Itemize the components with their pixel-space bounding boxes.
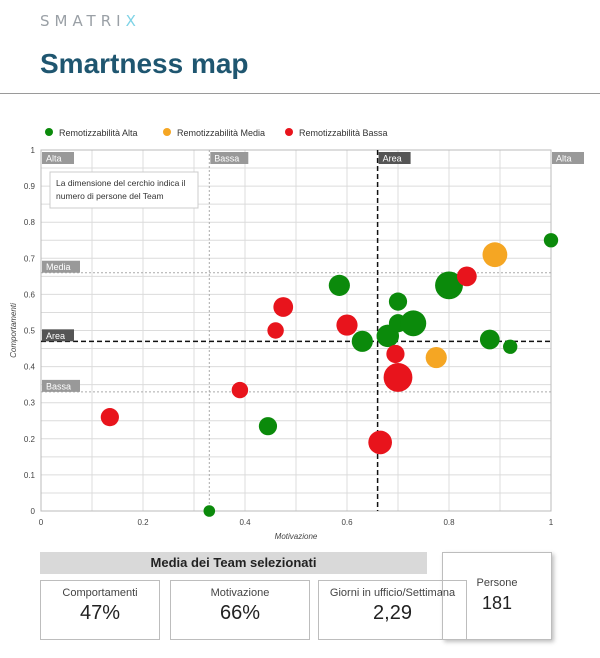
region-label-bassa-left-bg: [42, 379, 80, 392]
x-tick-label: 0.8: [443, 518, 455, 527]
region-label-bassa-left: Bassa: [46, 381, 71, 391]
data-point: [425, 346, 447, 369]
title-divider: [0, 93, 600, 94]
persone-card: Persone 181: [442, 552, 552, 640]
region-label-bassa-top: Bassa: [214, 154, 239, 164]
brand-logo: SMATRIX: [40, 12, 141, 30]
x-tick-label: 0.2: [137, 518, 149, 527]
data-point: [543, 233, 559, 248]
y-tick-label: 0.4: [24, 363, 36, 372]
team-summary-panel: Media dei Team selezionati Comportamenti…: [40, 552, 467, 640]
comportamenti-value: 47%: [79, 602, 121, 624]
summary-title: Media dei Team selezionati: [40, 552, 427, 574]
legend-label: Remotizzabilità Media: [177, 128, 265, 138]
data-point: [328, 274, 350, 296]
x-tick-label: 1: [549, 518, 554, 527]
region-label-bassa-top-bg: [210, 152, 249, 164]
y-tick-label: 0.2: [24, 435, 36, 444]
data-point: [482, 242, 508, 268]
data-point: [336, 314, 358, 336]
legend-marker: [45, 128, 53, 136]
persone-value: 181: [481, 593, 513, 613]
data-point: [368, 430, 392, 455]
note-line-2: numero di persone del Team: [56, 191, 164, 201]
y-tick-label: 0.5: [24, 327, 36, 336]
region-label-area-top-bg: [378, 152, 411, 164]
data-point: [267, 322, 284, 339]
comportamenti-card: Comportamenti 47%: [40, 580, 160, 640]
plot-frame: [40, 149, 552, 512]
x-tick-label: 0.4: [239, 518, 251, 527]
data-point: [386, 344, 405, 364]
data-point: [400, 310, 427, 337]
smartness-scatter-chart: Remotizzabilità Alta Remotizzabilità Medi…: [9, 128, 584, 540]
region-label-media: Media: [46, 262, 71, 272]
region-label-area-top: Area: [383, 154, 402, 164]
y-tick-label: 0: [31, 507, 36, 516]
data-point: [231, 381, 249, 399]
x-tick-label: 0.6: [341, 518, 353, 527]
comportamenti-label: Comportamenti: [62, 587, 138, 599]
region-label-area-left: Area: [46, 331, 65, 341]
data-point: [273, 297, 294, 317]
y-tick-label: 0.6: [24, 290, 36, 299]
x-axis-title: Motivazione: [275, 532, 318, 540]
data-point: [258, 417, 278, 436]
note-box: [49, 171, 199, 209]
region-label-media-bg: [42, 260, 80, 273]
data-point: [351, 330, 373, 352]
y-tick-label: 0.9: [24, 182, 36, 191]
data-point: [435, 271, 463, 300]
legend-label: Remotizzabilità Alta: [59, 128, 138, 138]
data-point: [479, 329, 500, 350]
legend-marker: [285, 128, 293, 136]
y-axis-title: Comportamenti: [9, 303, 18, 358]
data-point: [383, 363, 413, 392]
y-tick-label: 0.8: [24, 218, 36, 227]
region-label-alta-left-bg: [42, 152, 74, 164]
region-label-alta-left: Alta: [46, 154, 62, 164]
data-point: [503, 339, 518, 354]
y-tick-label: 1: [31, 146, 36, 155]
y-tick-label: 0.1: [24, 471, 36, 480]
region-label-area-left-bg: [42, 329, 74, 342]
data-point: [388, 292, 408, 311]
legend-label: Remotizzabilità Bassa: [299, 128, 388, 138]
note-line-1: La dimensione del cerchio indica il: [56, 178, 186, 188]
region-label-alta-right: Alta: [556, 154, 572, 164]
region-label-alta-right-bg: [552, 152, 584, 164]
data-point: [456, 266, 477, 287]
data-point: [100, 408, 119, 427]
y-tick-label: 0.3: [24, 399, 36, 408]
persone-label: Persone: [476, 577, 518, 589]
y-tick-label: 0.7: [24, 254, 36, 263]
motivazione-label: Motivazione: [210, 587, 270, 599]
legend-marker: [163, 128, 171, 136]
x-tick-label: 0: [39, 518, 44, 527]
motivazione-card: Motivazione 66%: [170, 580, 310, 640]
motivazione-value: 66%: [219, 602, 261, 624]
data-point: [203, 505, 216, 517]
page-title: Smartness map: [40, 48, 249, 79]
giorni-ufficio-label: Giorni in ufficio/Settimana: [329, 587, 456, 599]
giorni-ufficio-value: 2,29: [373, 602, 412, 624]
